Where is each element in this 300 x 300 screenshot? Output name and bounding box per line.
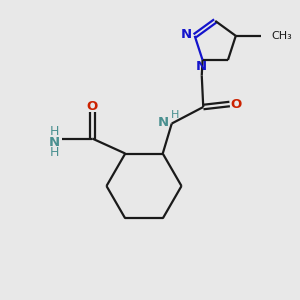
Text: O: O: [230, 98, 241, 110]
Text: N: N: [196, 60, 207, 73]
Text: CH₃: CH₃: [272, 31, 292, 41]
Text: H: H: [50, 146, 59, 159]
Text: N: N: [49, 136, 60, 148]
Text: N: N: [158, 116, 169, 128]
Text: H: H: [171, 110, 179, 120]
Text: N: N: [181, 28, 192, 41]
Text: O: O: [87, 100, 98, 112]
Text: H: H: [50, 125, 59, 138]
